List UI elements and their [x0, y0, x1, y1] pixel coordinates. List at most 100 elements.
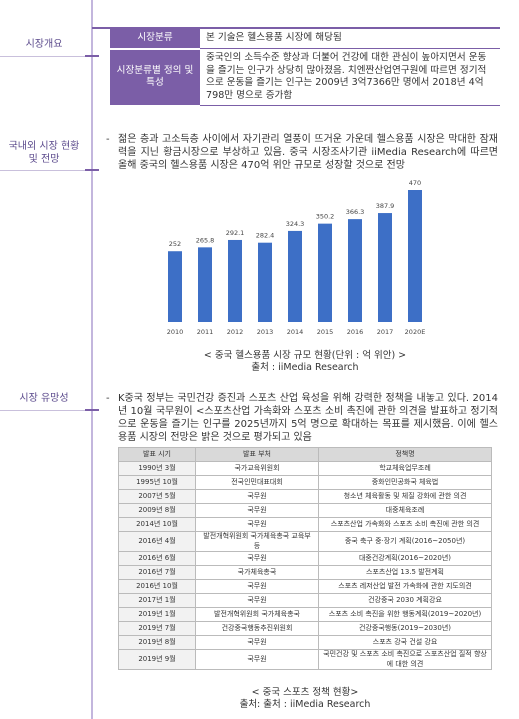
table-cell: 국무원 [195, 593, 319, 608]
x-tick-label: 2011 [197, 328, 214, 336]
data-label: 470 [409, 179, 421, 187]
table-cell: 건강중국 2030 계획강요 [318, 593, 492, 608]
bullet: - [106, 393, 110, 404]
bar [198, 247, 212, 322]
table-cell: 스포츠 레저산업 발전 가속화에 관한 지도의견 [318, 579, 492, 594]
table-cell: 건강중국행동추진위원회 [195, 621, 319, 636]
bar [348, 219, 362, 322]
table-cell: 국민건강 및 스포츠 소비 촉진으로 스포츠산업 질적 향상에 대한 의견 [318, 649, 492, 670]
table-cell: 국무원 [195, 649, 319, 670]
header-cell: 발표 시기 [118, 447, 196, 462]
table-cell: 발전개혁위원회 국가체육총국 [195, 607, 319, 622]
bar [258, 242, 272, 322]
table-cell: 청소년 체육활동 및 체질 강화에 관한 의견 [318, 489, 492, 504]
x-tick-label: 2016 [347, 328, 364, 336]
table-row: 2019년 9월 국무원 국민건강 및 스포츠 소비 촉진으로 스포츠산업 질적 향… [118, 649, 492, 670]
table-cell: 1990년 3월 [118, 461, 196, 476]
bar [318, 223, 332, 322]
table-cell: 2017년 1월 [118, 593, 196, 608]
header-cell: 정책명 [318, 447, 492, 462]
bar [168, 251, 182, 322]
rule [92, 27, 500, 29]
table-row: 2019년 7월 건강중국행동추진위원회 건강중국행동(2019~2030년) [118, 621, 492, 636]
divider [0, 410, 92, 411]
paragraph: K중국 정부는 국민건강 증진과 스포츠 산업 육성을 위해 강력한 정책을 내… [118, 393, 498, 443]
x-tick-label: 2015 [317, 328, 334, 336]
paragraph: 젊은 층과 고소득층 사이에서 자기관리 열풍이 뜨거운 가운데 헬스용품 시장… [118, 134, 498, 171]
table-cell: 2016년 7월 [118, 565, 196, 580]
table-cell: 본 기술은 헬스용품 시장에 해당됨 [200, 29, 500, 49]
sidebar-label: 시장개요 [25, 39, 63, 50]
data-label: 252 [169, 240, 181, 248]
overview-table: 시장분류 본 기술은 헬스용품 시장에 해당됨 시장분류별 정의 및 특성 중국인의 … [110, 29, 500, 107]
table-cell: 중화인민공화국 체육법 [318, 475, 492, 490]
table-cell: 2019년 1월 [118, 607, 196, 622]
data-label: 292.1 [226, 229, 245, 237]
data-label: 265.8 [196, 236, 215, 244]
table-source: 출처: 출처 : iiMedia Research [239, 699, 371, 710]
table-row: 2016년 7월 국가체육총국 스포츠산업 13.5 발전계획 [118, 565, 492, 580]
header-cell: 시장분류별 정의 및 특성 [110, 48, 200, 107]
table-row: 2017년 1월 국무원 건강중국 2030 계획강요 [118, 593, 492, 608]
table-cell: 국무원 [195, 489, 319, 504]
table-row: 2009년 8월 국무원 대중체육조례 [118, 503, 492, 518]
bar [408, 190, 422, 322]
table-cell: 2016년 10월 [118, 579, 196, 594]
table-row: 2019년 1월 발전개혁위원회 국가체육총국 스포츠 소비 촉진을 위한 행동계획… [118, 607, 492, 622]
table-cell: 국무원 [195, 579, 319, 594]
table-cell: 2019년 9월 [118, 649, 196, 670]
table-row: 2016년 6월 국무원 대중건강계획(2016~2020년) [118, 551, 492, 566]
table-cell: 2019년 7월 [118, 621, 196, 636]
table-row: 2019년 8월 국무원 스포츠 강국 건설 강요 [118, 635, 492, 650]
table-cell: 전국인민대표대회 [195, 475, 319, 490]
table-cell: 국무원 [195, 551, 319, 566]
table-caption: < 중국 스포츠 정책 현황> [251, 687, 359, 698]
table-cell: 1995년 10월 [118, 475, 196, 490]
table-cell: 스포츠산업 13.5 발전계획 [318, 565, 492, 580]
table-cell: 스포츠산업 가속화와 스포츠 소비 촉진에 관한 의견 [318, 517, 492, 532]
table-cell: 스포츠 강국 건설 강요 [318, 635, 492, 650]
table-row: 1995년 10월 전국인민대표대회 중화인민공화국 체육법 [118, 475, 492, 490]
policy-table: 발표 시기 발표 부처 정책명 1990년 3월 국가교육위원회 학교체육업무조례 1995… [118, 447, 492, 670]
table-row: 시장분류 본 기술은 헬스용품 시장에 해당됨 [110, 29, 500, 50]
x-tick-label: 2010 [167, 328, 184, 336]
marker [85, 409, 99, 411]
x-tick-label: 2020E [405, 328, 426, 336]
data-label: 387.9 [376, 202, 395, 210]
table-cell: 발전개혁위원회 국가체육총국 교육부 등 [195, 531, 319, 552]
header-cell: 발표 부처 [195, 447, 319, 462]
divider [0, 170, 92, 171]
sidebar-label: 국내외 시장 현황 및 전망 [8, 141, 80, 165]
chart: 252 2010 265.8 2011 292.1 2012 282.4 2013 324.3 2… [167, 179, 426, 336]
table-row: 2014년 10월 국무원 스포츠산업 가속화와 스포츠 소비 촉진에 관한 의견 [118, 517, 492, 532]
marker [85, 55, 99, 57]
table-cell: 중국인의 소득수준 향상과 더불어 건강에 대한 관심이 높아지면서 운동을 즐… [200, 48, 500, 106]
data-label: 324.3 [286, 220, 305, 228]
table-row: 시장분류별 정의 및 특성 중국인의 소득수준 향상과 더불어 건강에 대한 관심… [110, 48, 500, 107]
x-tick-label: 2014 [287, 328, 304, 336]
table-cell: 2014년 10월 [118, 517, 196, 532]
divider [0, 56, 92, 57]
table-row: 2007년 5월 국무원 청소년 체육활동 및 체질 강화에 관한 의견 [118, 489, 492, 504]
marker [85, 169, 99, 171]
table-cell: 학교체육업무조례 [318, 461, 492, 476]
chart-source: 출처 : iiMedia Research [251, 362, 359, 373]
table-row: 2016년 10월 국무원 스포츠 레저산업 발전 가속화에 관한 지도의견 [118, 579, 492, 594]
bar [228, 239, 242, 322]
table-cell: 국무원 [195, 517, 319, 532]
table-cell: 2007년 5월 [118, 489, 196, 504]
data-label: 350.2 [316, 213, 335, 221]
bar [288, 230, 302, 322]
table-cell: 스포츠 소비 촉진을 위한 행동계획(2019~2020년) [318, 607, 492, 622]
table-cell: 대중체육조례 [318, 503, 492, 518]
table-cell: 2016년 4월 [118, 531, 196, 552]
table-cell: 국무원 [195, 503, 319, 518]
header-cell: 시장분류 [110, 29, 200, 50]
table-cell: 국가체육총국 [195, 565, 319, 580]
table-cell: 대중건강계획(2016~2020년) [318, 551, 492, 566]
data-label: 366.3 [346, 208, 365, 216]
bullet: - [106, 134, 110, 145]
table-row: 1990년 3월 국가교육위원회 학교체육업무조례 [118, 461, 492, 476]
data-label: 282.4 [256, 232, 275, 240]
timeline [91, 0, 93, 719]
